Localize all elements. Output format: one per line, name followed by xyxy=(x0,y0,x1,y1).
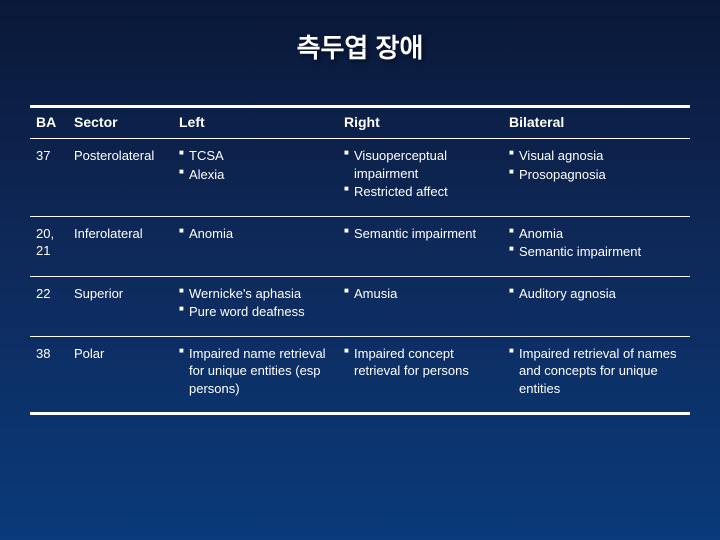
cell-right: Semantic impairment xyxy=(338,216,503,276)
cell-bilateral: Impaired retrieval of names and concepts… xyxy=(503,336,690,414)
bullet-item: Anomia xyxy=(509,225,684,243)
cell-right: Impaired concept retrieval for persons xyxy=(338,336,503,414)
bullet-item: TCSA xyxy=(179,147,332,165)
slide-title: 측두엽 장애 xyxy=(30,28,690,65)
cell-sector: Polar xyxy=(68,336,173,414)
lesion-table: BA Sector Left Right Bilateral 37Postero… xyxy=(30,105,690,415)
col-header-bilateral: Bilateral xyxy=(503,107,690,139)
bullet-item: Auditory agnosia xyxy=(509,285,684,303)
bullet-item: Pure word deafness xyxy=(179,303,332,321)
cell-sector: Inferolateral xyxy=(68,216,173,276)
cell-left: Anomia xyxy=(173,216,338,276)
bullet-item: Impaired retrieval of names and concepts… xyxy=(509,345,684,398)
cell-ba: 38 xyxy=(30,336,68,414)
bullet-item: Impaired concept retrieval for persons xyxy=(344,345,497,380)
bullet-item: Wernicke's aphasia xyxy=(179,285,332,303)
table-row: 37PosterolateralTCSAAlexiaVisuoperceptua… xyxy=(30,139,690,217)
cell-left: Impaired name retrieval for unique entit… xyxy=(173,336,338,414)
cell-ba: 37 xyxy=(30,139,68,217)
col-header-right: Right xyxy=(338,107,503,139)
table-body: 37PosterolateralTCSAAlexiaVisuoperceptua… xyxy=(30,139,690,414)
table-row: 22SuperiorWernicke's aphasiaPure word de… xyxy=(30,276,690,336)
col-header-ba: BA xyxy=(30,107,68,139)
bullet-item: Alexia xyxy=(179,166,332,184)
slide: 측두엽 장애 BA Sector Left Right Bilateral 37… xyxy=(0,0,720,540)
bullet-item: Semantic impairment xyxy=(509,243,684,261)
cell-bilateral: AnomiaSemantic impairment xyxy=(503,216,690,276)
col-header-left: Left xyxy=(173,107,338,139)
cell-right: Amusia xyxy=(338,276,503,336)
bullet-item: Anomia xyxy=(179,225,332,243)
cell-bilateral: Visual agnosiaProsopagnosia xyxy=(503,139,690,217)
cell-ba: 22 xyxy=(30,276,68,336)
table-row: 38PolarImpaired name retrieval for uniqu… xyxy=(30,336,690,414)
cell-left: Wernicke's aphasiaPure word deafness xyxy=(173,276,338,336)
bullet-item: Restricted affect xyxy=(344,183,497,201)
cell-ba: 20, 21 xyxy=(30,216,68,276)
cell-left: TCSAAlexia xyxy=(173,139,338,217)
bullet-item: Amusia xyxy=(344,285,497,303)
cell-sector: Posterolateral xyxy=(68,139,173,217)
bullet-item: Visual agnosia xyxy=(509,147,684,165)
table-row: 20, 21InferolateralAnomiaSemantic impair… xyxy=(30,216,690,276)
bullet-item: Prosopagnosia xyxy=(509,166,684,184)
bullet-item: Visuoperceptual impairment xyxy=(344,147,497,182)
cell-bilateral: Auditory agnosia xyxy=(503,276,690,336)
col-header-sector: Sector xyxy=(68,107,173,139)
bullet-item: Impaired name retrieval for unique entit… xyxy=(179,345,332,398)
table-header-row: BA Sector Left Right Bilateral xyxy=(30,107,690,139)
cell-sector: Superior xyxy=(68,276,173,336)
cell-right: Visuoperceptual impairmentRestricted aff… xyxy=(338,139,503,217)
bullet-item: Semantic impairment xyxy=(344,225,497,243)
